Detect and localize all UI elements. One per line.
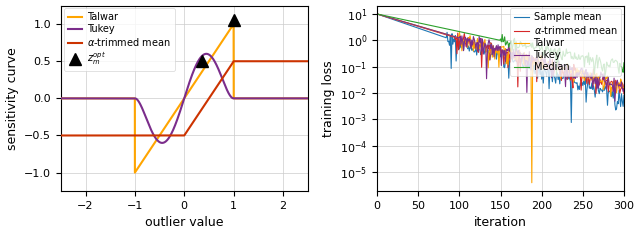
Talwar	[582, 74, 590, 76]
Median	[620, 61, 628, 64]
Talwar	[151, 141, 159, 144]
Tukey	[473, 41, 481, 44]
X-axis label: outlier value: outlier value	[145, 216, 223, 229]
Talwar	[568, 67, 576, 69]
Talwar	[373, 13, 381, 16]
Tukey	[102, 97, 109, 100]
Talwar	[241, 97, 249, 100]
Tukey	[218, 75, 225, 78]
Line: Tukey: Tukey	[377, 14, 624, 101]
Talwar	[260, 97, 268, 100]
Talwar	[473, 43, 481, 45]
Sample mean	[568, 76, 576, 78]
Tukey	[241, 97, 249, 100]
$\alpha$-trimmed mean	[620, 92, 628, 95]
Sample mean	[481, 49, 489, 52]
$\alpha$-trimmed mean	[260, 60, 268, 63]
Tukey	[620, 87, 628, 90]
Tukey	[602, 81, 610, 83]
$\alpha$-trimmed mean	[102, 134, 109, 137]
$\alpha$-trimmed mean	[473, 45, 481, 48]
Talwar	[304, 97, 312, 100]
Tukey	[57, 97, 65, 100]
Sample mean	[568, 121, 575, 124]
$\alpha$-trimmed mean	[205, 97, 212, 100]
$\alpha$-trimmed mean	[602, 79, 610, 82]
Line: Talwar: Talwar	[61, 24, 308, 172]
Talwar	[205, 60, 212, 63]
Median	[601, 74, 609, 77]
Tukey	[151, 136, 159, 139]
$\alpha$-trimmed mean	[542, 65, 550, 67]
Median	[481, 36, 489, 39]
Tukey	[373, 13, 381, 16]
Line: $\alpha$-trimmed mean: $\alpha$-trimmed mean	[61, 61, 308, 136]
Legend: Sample mean, $\alpha$-trimmed mean, Talwar, Tukey, Median: Sample mean, $\alpha$-trimmed mean, Talw…	[510, 8, 621, 76]
$\alpha$-trimmed mean	[241, 60, 249, 63]
Line: Tukey: Tukey	[61, 54, 308, 143]
$\alpha$-trimmed mean	[481, 43, 489, 46]
Talwar	[543, 64, 550, 67]
Line: $\alpha$-trimmed mean: $\alpha$-trimmed mean	[377, 14, 624, 94]
Line: Median: Median	[377, 14, 624, 76]
Talwar	[620, 86, 628, 89]
Tukey	[611, 100, 619, 103]
Y-axis label: sensitivity curve: sensitivity curve	[6, 47, 19, 150]
Median	[603, 61, 611, 63]
Legend: Talwar, Tukey, $\alpha$-trimmed mean, $z_m^{opt}$: Talwar, Tukey, $\alpha$-trimmed mean, $z…	[64, 8, 175, 71]
Median	[373, 13, 381, 16]
Sample mean	[603, 89, 611, 92]
$\alpha$-trimmed mean	[581, 70, 589, 73]
$\alpha$-trimmed mean	[218, 78, 225, 81]
Tukey	[568, 68, 575, 71]
Sample mean	[373, 13, 381, 16]
Sample mean	[473, 54, 481, 56]
Sample mean	[582, 101, 590, 104]
Tukey	[202, 52, 210, 55]
Tukey	[304, 97, 312, 100]
$\alpha$-trimmed mean	[304, 60, 312, 63]
Median	[542, 45, 550, 48]
Sample mean	[620, 94, 628, 97]
Talwar	[131, 171, 139, 174]
Talwar	[218, 41, 225, 44]
X-axis label: iteration: iteration	[474, 216, 527, 229]
Line: Talwar: Talwar	[377, 14, 624, 183]
Tukey	[158, 141, 166, 144]
$\alpha$-trimmed mean	[373, 13, 381, 16]
Talwar	[102, 97, 109, 100]
Tukey	[205, 53, 212, 56]
Talwar	[57, 97, 65, 100]
Line: Sample mean: Sample mean	[377, 14, 624, 122]
$\alpha$-trimmed mean	[230, 60, 237, 63]
Median	[581, 55, 589, 58]
Median	[473, 34, 481, 37]
Talwar	[603, 77, 611, 80]
$\alpha$-trimmed mean	[568, 72, 575, 75]
$\alpha$-trimmed mean	[151, 134, 159, 137]
Tukey	[260, 97, 268, 100]
Talwar	[481, 38, 489, 41]
Tukey	[542, 63, 550, 66]
Tukey	[481, 42, 489, 45]
Y-axis label: training loss: training loss	[321, 60, 335, 137]
$\alpha$-trimmed mean	[57, 134, 65, 137]
Sample mean	[542, 71, 550, 74]
Tukey	[581, 70, 589, 72]
Median	[568, 57, 575, 60]
Talwar	[528, 181, 536, 184]
Talwar	[230, 23, 237, 26]
